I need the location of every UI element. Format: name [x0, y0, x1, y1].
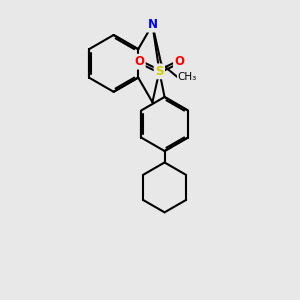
Text: CH₃: CH₃	[178, 72, 197, 82]
Text: S: S	[155, 65, 164, 78]
Text: O: O	[174, 55, 184, 68]
Text: O: O	[134, 55, 144, 68]
Text: N: N	[147, 18, 158, 31]
